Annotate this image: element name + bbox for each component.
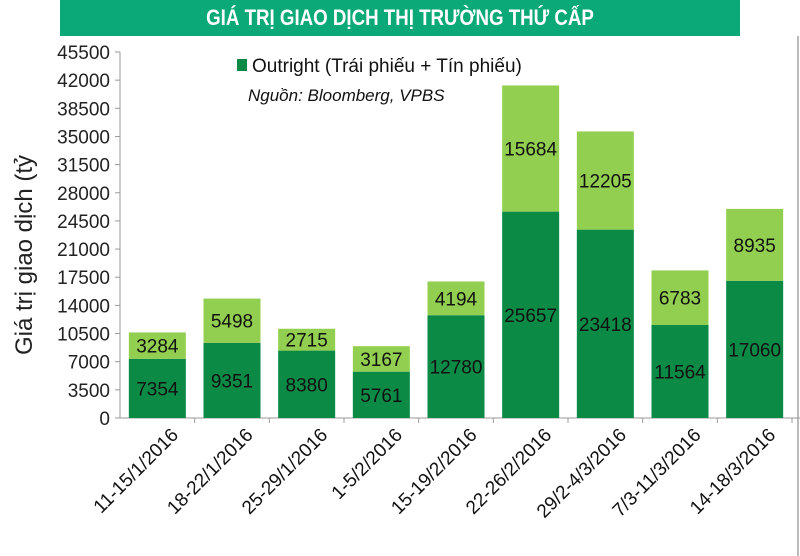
y-tick-label: 35000: [57, 127, 110, 148]
data-label: 6783: [659, 289, 701, 310]
data-label: 7354: [136, 379, 179, 400]
bar-segment: [502, 85, 560, 212]
data-label: 8380: [286, 375, 328, 396]
x-tick-label: 1-5/2/2016: [328, 425, 407, 504]
y-tick-label: 21000: [57, 240, 110, 261]
chart-title: GIÁ TRỊ GIAO DỊCH THỊ TRƯỜNG THỨ CẤP: [60, 0, 740, 36]
bar-segment: [203, 342, 261, 418]
data-label: 15684: [504, 140, 557, 161]
bar-segment: [576, 131, 634, 230]
data-label: 12780: [430, 358, 483, 379]
bar-segment: [203, 298, 261, 343]
bar-segment: [427, 281, 485, 316]
bar-segment: [352, 346, 410, 372]
chart-frame: [0, 36, 799, 556]
y-tick-label: 14000: [57, 296, 110, 317]
data-label: 23418: [579, 315, 632, 336]
bar-segment: [128, 358, 186, 418]
legend-label: Outright (Trái phiếu + Tín phiếu): [252, 56, 522, 77]
y-tick-label: 42000: [57, 71, 110, 92]
data-label: 12205: [579, 172, 632, 193]
bar-segment: [128, 332, 186, 359]
y-tick-label: 28000: [57, 184, 110, 205]
data-label: 17060: [728, 340, 781, 361]
y-tick-label: 10500: [57, 325, 110, 346]
y-tick-label: 7000: [68, 353, 110, 374]
bar-segment: [651, 324, 709, 418]
data-label: 4194: [435, 289, 478, 310]
source-note: Nguồn: Bloomberg, VPBS: [248, 86, 445, 105]
y-tick-label: 31500: [57, 156, 110, 177]
data-label: 8935: [734, 236, 776, 257]
y-tick-label: 0: [99, 409, 110, 430]
y-tick-label: 24500: [57, 212, 110, 233]
data-label: 5761: [360, 386, 402, 407]
bar-segment: [278, 350, 336, 418]
bar-segment: [576, 229, 634, 418]
legend-swatch: [237, 59, 247, 71]
y-tick-label: 38500: [57, 99, 110, 120]
bar-segment: [427, 315, 485, 418]
y-axis-title: Giá trị giao dịch (tỷ: [11, 155, 38, 355]
data-label: 11564: [654, 362, 706, 383]
bar-segment: [726, 280, 784, 418]
y-tick-label: 45500: [57, 43, 110, 64]
data-label: 2715: [286, 331, 328, 352]
bar-segment: [352, 371, 410, 418]
data-label: 3167: [360, 350, 402, 371]
data-label: 3284: [136, 337, 179, 358]
bar-segment: [726, 208, 784, 281]
y-tick-label: 17500: [57, 268, 110, 289]
bar-segment: [278, 328, 336, 351]
y-tick-label: 3500: [68, 381, 110, 402]
data-label: 5498: [211, 312, 253, 333]
bar-segment: [651, 270, 709, 325]
data-label: 9351: [211, 371, 253, 392]
data-label: 25657: [504, 306, 557, 327]
bar-segment: [502, 211, 560, 418]
